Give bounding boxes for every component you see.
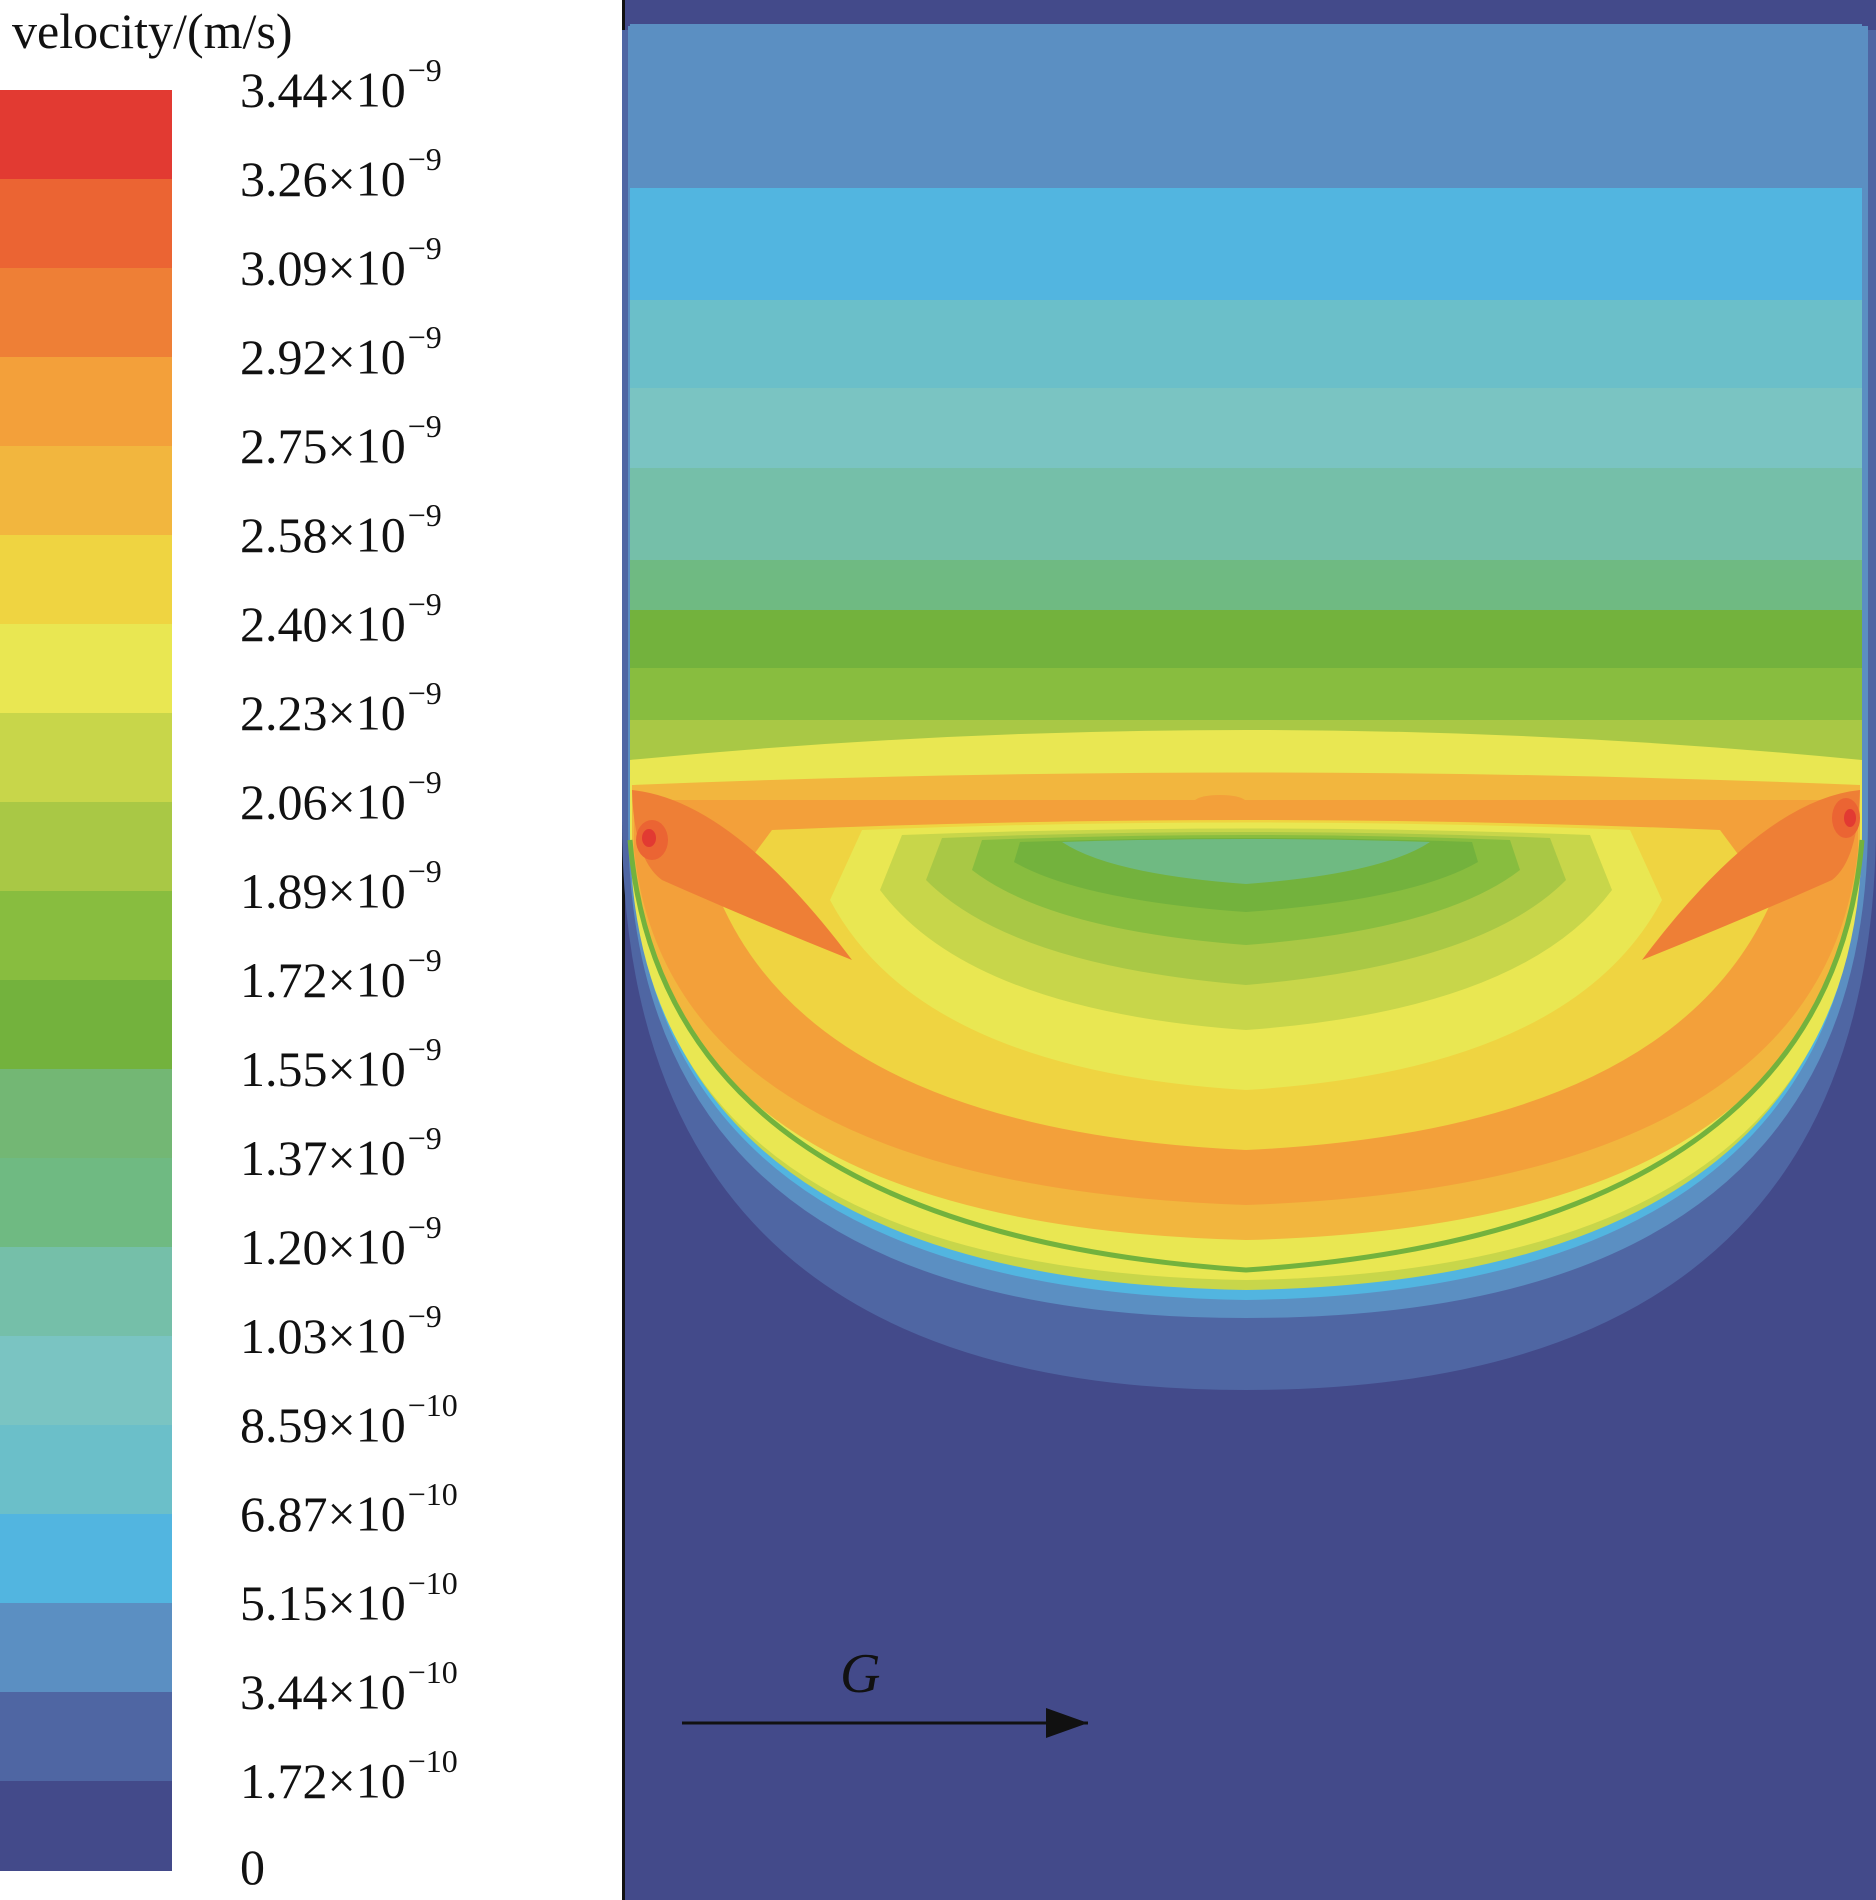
- colorbar-swatch: [0, 268, 172, 358]
- colorbar-tick-label: 2.75×10−9: [240, 408, 442, 474]
- contour-max-right: [1844, 809, 1856, 827]
- colorbar-swatch: [0, 1069, 172, 1159]
- colorbar-swatch: [0, 357, 172, 447]
- colorbar-tick-label: 5.15×10−10: [240, 1565, 458, 1631]
- colorbar-swatch: [0, 713, 172, 803]
- colorbar-swatch: [0, 1336, 172, 1426]
- contour-spot-center: [1194, 795, 1246, 809]
- colorbar-swatch: [0, 535, 172, 625]
- contour-band: [630, 610, 1862, 668]
- colorbar-swatch: [0, 1692, 172, 1782]
- colorbar-swatch: [0, 1781, 172, 1871]
- colorbar-tick-label: 2.40×10−9: [240, 586, 442, 652]
- colorbar-tick-label: 1.89×10−9: [240, 853, 442, 919]
- colorbar-tick-label: 2.92×10−9: [240, 319, 442, 385]
- colorbar-tick-label: 1.03×10−9: [240, 1298, 442, 1364]
- colorbar-tick-label: 3.09×10−9: [240, 230, 442, 296]
- colorbar-swatch: [0, 90, 172, 180]
- contour-interface: [627, 839, 1865, 1273]
- colorbar-tick-label: 3.44×10−9: [240, 52, 442, 118]
- colorbar-tick-label: 1.20×10−9: [240, 1209, 442, 1275]
- colorbar-swatch: [0, 446, 172, 536]
- colorbar-tick-label: 1.72×10−10: [240, 1743, 458, 1809]
- colorbar-swatch: [0, 1425, 172, 1515]
- colorbar-tick-label: 2.06×10−9: [240, 764, 442, 830]
- contour-lobe-left: [632, 790, 852, 960]
- contour-band: [630, 300, 1862, 388]
- contour-band: [630, 188, 1862, 300]
- colorbar-swatch: [0, 1603, 172, 1693]
- velocity-contour-plot: G: [622, 0, 1876, 1900]
- contour-band: [630, 468, 1862, 560]
- colorbar-tick-label: 2.58×10−9: [240, 497, 442, 563]
- colorbar-tick-label: 1.37×10−9: [240, 1120, 442, 1186]
- contour-band: [630, 560, 1862, 610]
- colorbar-swatch: [0, 891, 172, 981]
- contour-svg: G: [622, 0, 1876, 1900]
- colorbar-tick-label: 1.72×10−9: [240, 942, 442, 1008]
- gravity-label: G: [840, 1643, 880, 1705]
- contour-band: [630, 668, 1862, 720]
- colorbar-tick-label: 2.23×10−9: [240, 675, 442, 741]
- contour-region: [1062, 839, 1430, 884]
- colorbar-tick-label: 1.55×10−9: [240, 1031, 442, 1097]
- contour-max-left: [642, 829, 656, 847]
- colorbar-tick-label: 6.87×10−10: [240, 1476, 458, 1542]
- contour-band: [630, 24, 1862, 188]
- colorbar-title: velocity/(m/s): [12, 3, 293, 59]
- contour-band: [630, 388, 1862, 468]
- colorbar-swatch: [0, 980, 172, 1070]
- colorbar-swatch: [0, 802, 172, 892]
- colorbar-swatch: [0, 1247, 172, 1337]
- colorbar-swatch: [0, 624, 172, 714]
- colorbar-tick-label: 3.44×10−10: [240, 1654, 458, 1720]
- colorbar: [0, 90, 172, 1871]
- colorbar-tick-label: 0: [240, 1839, 265, 1895]
- colorbar-swatch: [0, 1158, 172, 1248]
- contour-lobe-right: [1642, 790, 1860, 960]
- colorbar-swatch: [0, 1514, 172, 1604]
- colorbar-tick-label: 8.59×10−10: [240, 1387, 458, 1453]
- colorbar-tick-label: 3.26×10−9: [240, 141, 442, 207]
- colorbar-swatch: [0, 179, 172, 269]
